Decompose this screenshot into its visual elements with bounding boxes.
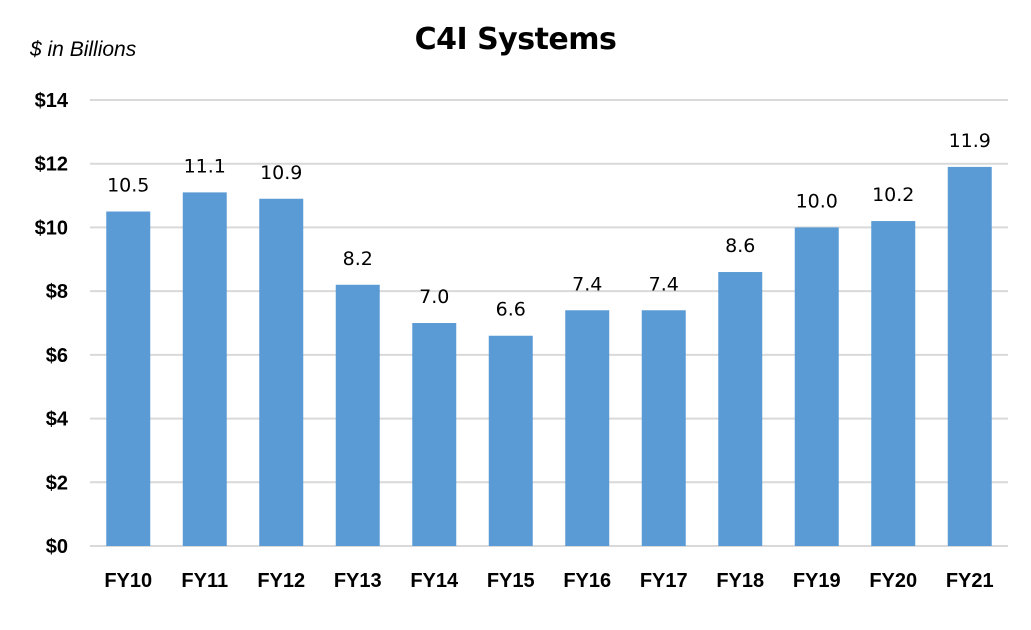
bar xyxy=(259,198,304,546)
bar xyxy=(488,335,533,546)
bar xyxy=(641,310,686,546)
data-label: 8.2 xyxy=(343,248,373,270)
data-label: 7.4 xyxy=(572,273,602,295)
data-label: 10.2 xyxy=(872,184,914,206)
unit-label: $ in Billions xyxy=(30,38,137,61)
bar xyxy=(794,227,839,546)
x-tick-label: FY19 xyxy=(793,570,841,592)
data-label: 11.9 xyxy=(949,130,991,152)
bar xyxy=(335,284,380,546)
bar xyxy=(871,221,916,547)
y-tick-label: $6 xyxy=(46,345,68,367)
data-label: 8.6 xyxy=(725,235,755,257)
data-label: 10.5 xyxy=(107,175,149,197)
data-label: 7.0 xyxy=(419,286,449,308)
y-tick-label: $4 xyxy=(46,409,69,431)
data-label: 10.9 xyxy=(260,162,302,184)
x-tick-label: FY21 xyxy=(946,570,994,592)
x-tick-label: FY10 xyxy=(104,570,152,592)
y-tick-label: $8 xyxy=(46,281,68,303)
bar xyxy=(718,272,763,546)
y-tick-label: $10 xyxy=(35,217,68,239)
data-label: 7.4 xyxy=(649,273,679,295)
x-tick-label: FY16 xyxy=(563,570,611,592)
y-tick-label: $14 xyxy=(35,90,69,112)
data-label: 10.0 xyxy=(796,190,838,212)
bar xyxy=(182,192,227,546)
bar xyxy=(565,310,610,546)
bar xyxy=(106,211,151,546)
y-tick-label: $2 xyxy=(46,472,68,494)
bar xyxy=(947,166,992,546)
x-tick-label: FY11 xyxy=(181,570,228,592)
x-tick-label: FY14 xyxy=(410,570,459,592)
x-tick-label: FY12 xyxy=(257,570,305,592)
y-tick-label: $0 xyxy=(46,536,68,558)
y-tick-label: $12 xyxy=(35,154,68,176)
x-tick-label: FY13 xyxy=(334,570,382,592)
x-tick-label: FY20 xyxy=(869,570,917,592)
bar xyxy=(412,323,457,546)
chart-title: C4I Systems xyxy=(414,22,617,57)
data-label: 6.6 xyxy=(496,299,526,321)
x-tick-label: FY17 xyxy=(640,570,688,592)
data-label: 11.1 xyxy=(184,155,226,177)
x-tick-label: FY18 xyxy=(716,570,764,592)
x-tick-label: FY15 xyxy=(487,570,535,592)
